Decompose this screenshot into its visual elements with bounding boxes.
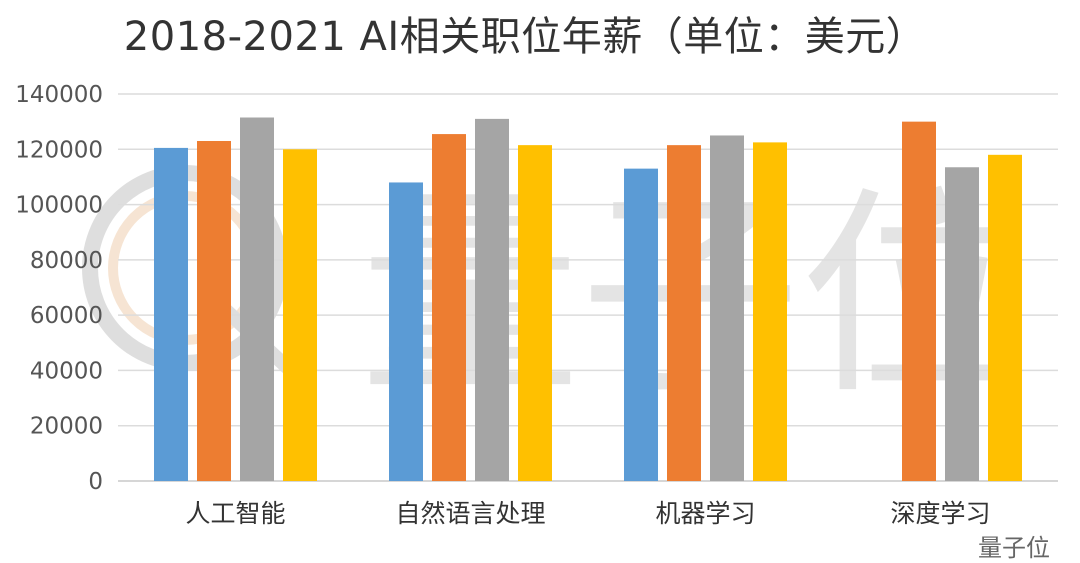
x-tick-label: 深度学习 (890, 499, 990, 528)
bar (240, 117, 274, 481)
y-tick-label: 120000 (15, 137, 103, 163)
y-tick-label: 20000 (30, 414, 103, 440)
x-tick-label: 机器学习 (655, 499, 755, 528)
y-tick-label: 80000 (30, 248, 103, 274)
bar (753, 142, 787, 481)
bar (945, 167, 979, 481)
bar (988, 154, 1022, 482)
x-tick-label: 人工智能 (185, 499, 285, 528)
bar (154, 147, 188, 481)
x-tick-label: 自然语言处理 (395, 499, 545, 528)
bar (902, 121, 936, 482)
chart-title: 2018-2021 AI相关职位年薪（单位：美元） (123, 14, 927, 60)
bar (710, 135, 744, 481)
y-axis-ticks: 0 20000 40000 60000 80000 100000 120000 140000 (15, 82, 103, 495)
bar (283, 149, 317, 482)
y-tick-label: 0 (88, 469, 103, 495)
y-tick-label: 140000 (15, 82, 103, 108)
bar (197, 140, 231, 481)
bar (475, 118, 509, 481)
watermark-corner: 量子位 (978, 528, 1050, 563)
y-tick-label: 40000 (30, 358, 103, 384)
bars (154, 117, 1022, 482)
bar (518, 145, 552, 481)
bar (667, 145, 701, 481)
gridlines (118, 93, 1058, 482)
y-tick-label: 60000 (30, 303, 103, 329)
bar (389, 182, 423, 481)
x-axis-ticks: 人工智能 自然语言处理 机器学习 深度学习 (185, 499, 990, 528)
watermark-corner-text: 量子位 (978, 534, 1050, 562)
bar (432, 134, 466, 481)
bar (624, 168, 658, 481)
y-tick-label: 100000 (15, 193, 103, 219)
